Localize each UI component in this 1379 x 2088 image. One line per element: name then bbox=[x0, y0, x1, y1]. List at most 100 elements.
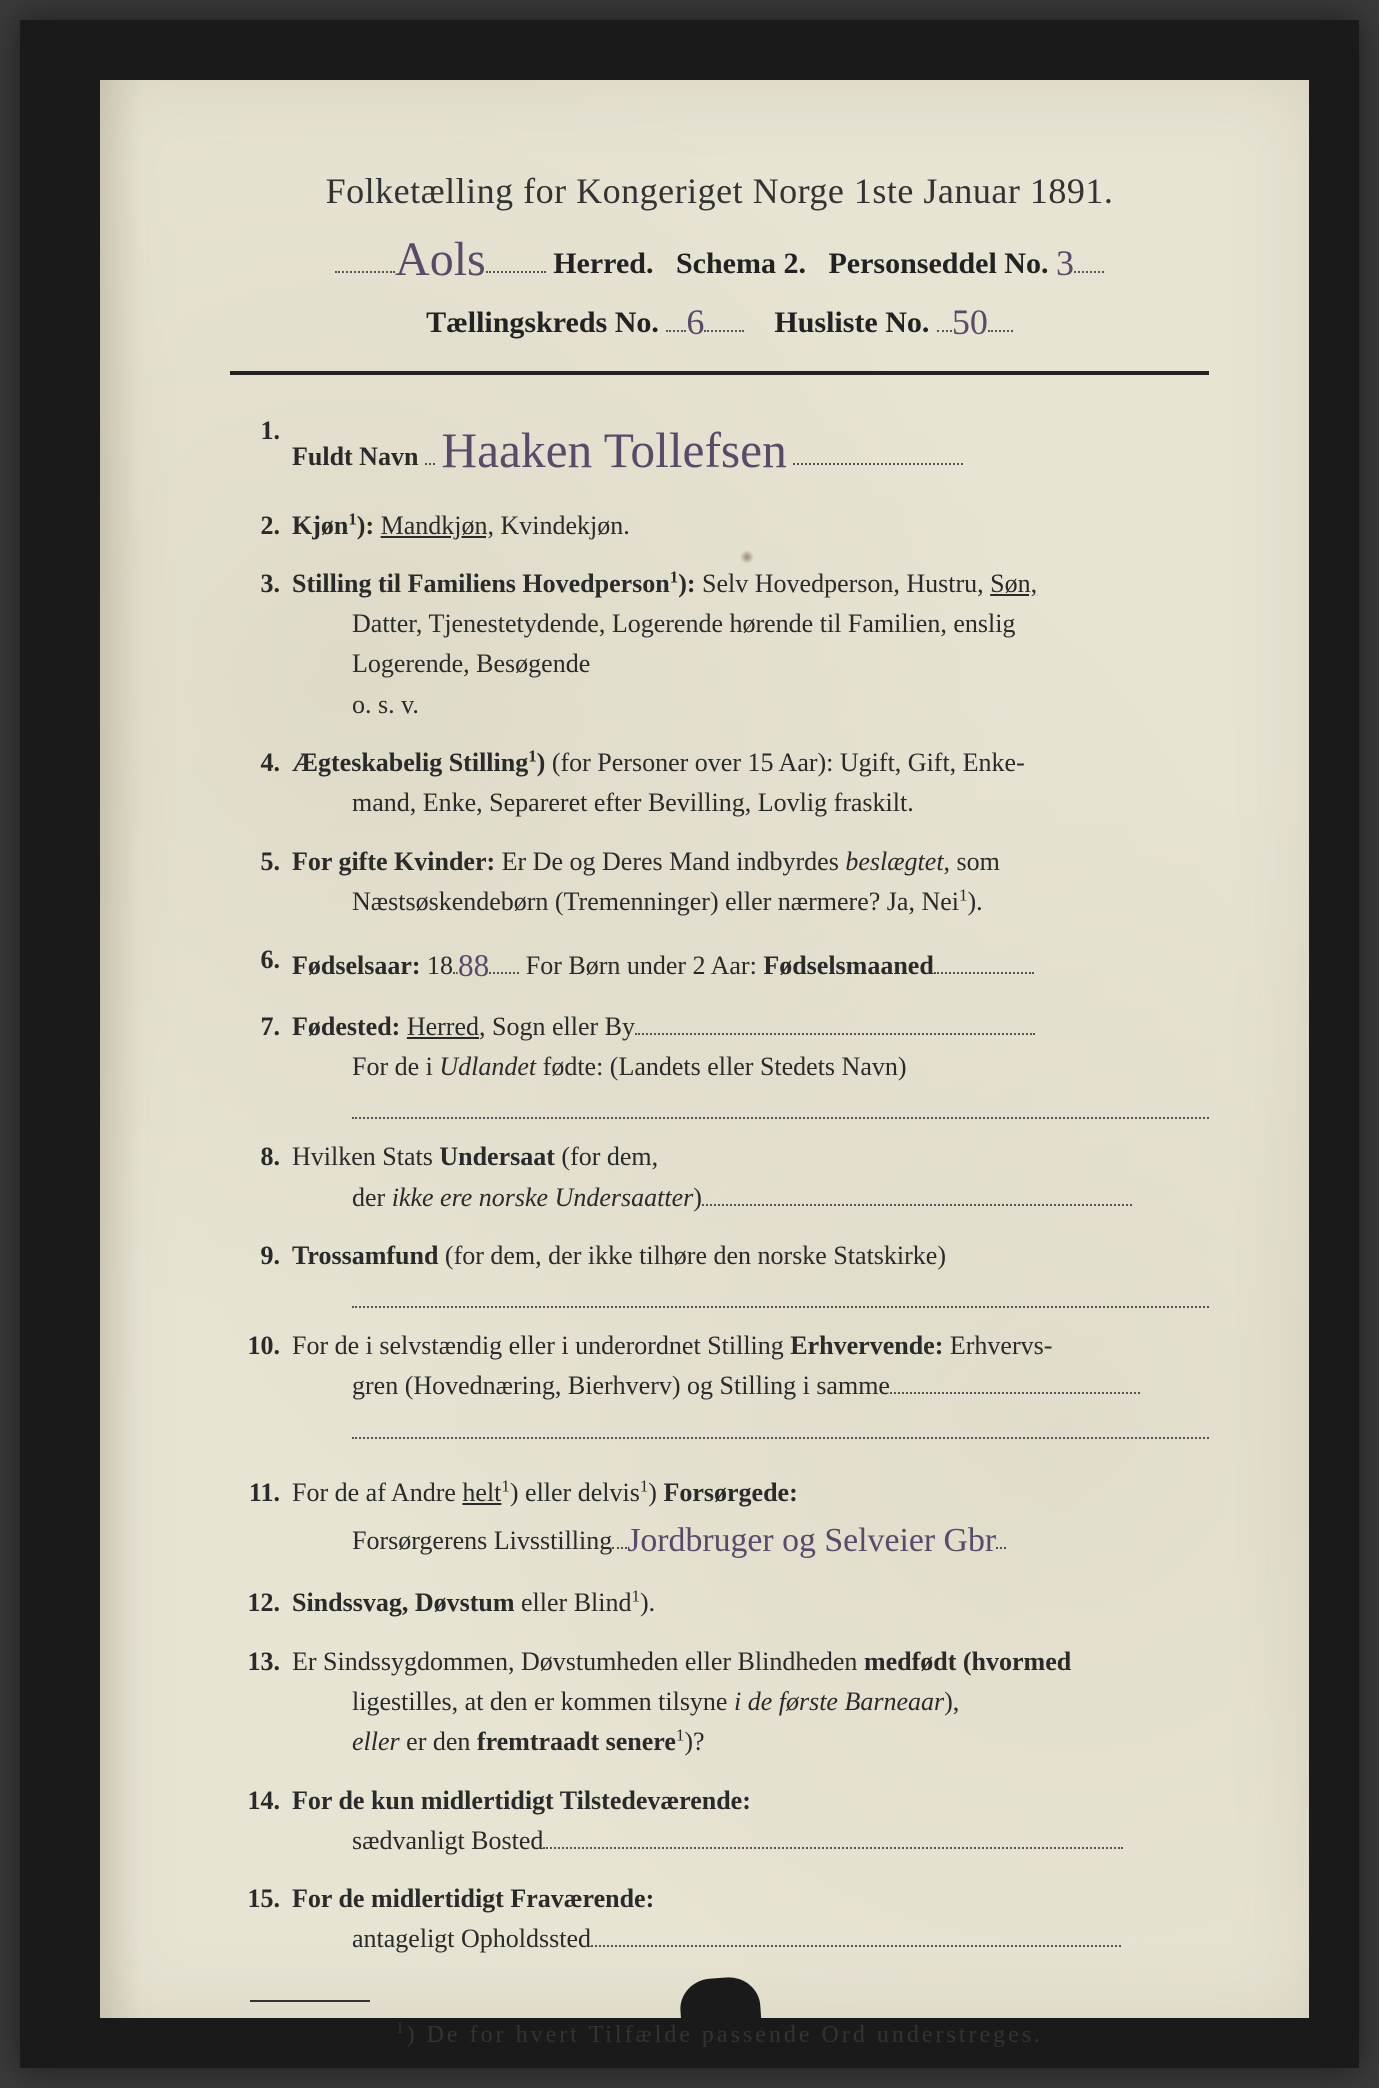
stain-spot bbox=[740, 550, 754, 564]
item-num: 12. bbox=[230, 1583, 280, 1623]
option-underlined: helt bbox=[462, 1478, 501, 1507]
dotfill bbox=[635, 1011, 1035, 1034]
option-underlined: Mandkjøn, bbox=[381, 511, 494, 540]
item-num: 14. bbox=[230, 1781, 280, 1821]
name-handwritten: Haaken Tollefsen bbox=[441, 413, 786, 490]
dotfill bbox=[489, 951, 519, 974]
dotfill bbox=[996, 1526, 1006, 1549]
text-italic: i de første Barneaar bbox=[734, 1687, 944, 1716]
item-label: Fødselsmaaned bbox=[763, 951, 933, 980]
item-13: 13. Er Sindssygdommen, Døvstumheden elle… bbox=[230, 1642, 1209, 1763]
text: ? bbox=[693, 1727, 705, 1756]
text-italic: Udlandet bbox=[439, 1052, 536, 1081]
text: antageligt Opholdssted bbox=[352, 1924, 591, 1953]
sup: 1 bbox=[348, 509, 356, 528]
kreds-label: Tællingskreds No. bbox=[426, 306, 659, 339]
text: fødte: (Landets eller Stedets Navn) bbox=[536, 1052, 906, 1081]
livsstilling-handwritten: Jordbruger og Selveier Gbr bbox=[627, 1515, 996, 1567]
text: er den bbox=[400, 1727, 477, 1756]
text-italic: ikke ere norske Undersaatter bbox=[392, 1183, 694, 1212]
text: ) bbox=[693, 1183, 702, 1212]
dotfill-line bbox=[352, 1282, 1209, 1308]
text: ), bbox=[944, 1687, 959, 1716]
item-4: 4. Ægteskabelig Stilling1) (for Personer… bbox=[230, 743, 1209, 824]
item-num: 10. bbox=[230, 1326, 280, 1366]
schema-label: Schema 2. bbox=[676, 247, 806, 280]
sup: 1 bbox=[676, 1726, 684, 1745]
item-num: 6. bbox=[230, 940, 280, 980]
paper-tear bbox=[679, 1975, 762, 2030]
text: Næstsøskendebørn (Tremenninger) eller næ… bbox=[352, 882, 1209, 922]
item-num: 5. bbox=[230, 842, 280, 882]
item-num: 1. bbox=[230, 411, 280, 451]
dotfill-line bbox=[352, 1413, 1209, 1439]
personseddel-label: Personseddel No. bbox=[828, 247, 1048, 280]
text: For de af Andre bbox=[292, 1478, 462, 1507]
text: For de i bbox=[352, 1052, 439, 1081]
text: mand, Enke, Separeret efter Bevilling, L… bbox=[352, 783, 1209, 823]
item-num: 11. bbox=[230, 1473, 280, 1513]
form-header: Folketælling for Kongeriget Norge 1ste J… bbox=[230, 170, 1209, 341]
item-label: Stilling til Familiens Hovedperson bbox=[292, 569, 670, 598]
text-italic: eller bbox=[352, 1727, 400, 1756]
item-8: 8. Hvilken Stats Undersaat (for dem, der… bbox=[230, 1137, 1209, 1218]
dotfill bbox=[425, 442, 435, 465]
text: sædvanligt Bosted bbox=[352, 1826, 543, 1855]
dotfill bbox=[486, 246, 546, 273]
text: For Børn under 2 Aar: bbox=[519, 951, 763, 980]
personseddel-no: 3 bbox=[1056, 242, 1074, 284]
herred-handwritten: Aols bbox=[395, 232, 486, 287]
item-label: Ægteskabelig Stilling bbox=[292, 748, 528, 777]
dotfill bbox=[793, 442, 963, 465]
text: antageligt Opholdssted bbox=[352, 1919, 1209, 1959]
text: Er Sindssygdommen, Døvstumheden eller Bl… bbox=[292, 1647, 864, 1676]
dotfill bbox=[890, 1371, 1140, 1394]
herred-label: Herred. bbox=[553, 247, 653, 280]
item-3: 3. Stilling til Familiens Hovedperson1):… bbox=[230, 564, 1209, 725]
husliste-label: Husliste No. bbox=[774, 306, 929, 339]
dotfill bbox=[937, 305, 952, 332]
sup: 1 bbox=[670, 567, 678, 586]
scan-frame: Folketælling for Kongeriget Norge 1ste J… bbox=[20, 20, 1359, 2068]
husliste-no: 50 bbox=[952, 301, 988, 343]
text: gren (Hovednæring, Bierhverv) og Stillin… bbox=[352, 1371, 890, 1400]
year-handwritten: 88 bbox=[458, 942, 489, 990]
item-14: 14. For de kun midlertidigt Tilstedevære… bbox=[230, 1781, 1209, 1862]
text: 18 bbox=[421, 951, 454, 980]
item-label: Undersaat bbox=[439, 1142, 555, 1171]
item-num: 9. bbox=[230, 1236, 280, 1276]
item-label: medfødt (hvormed bbox=[864, 1647, 1071, 1676]
text: , Sogn eller By bbox=[479, 1012, 635, 1041]
dotfill bbox=[335, 246, 395, 273]
text: eller er den fremtraadt senere1)? bbox=[352, 1722, 1209, 1762]
item-label: Erhvervende: bbox=[790, 1331, 943, 1360]
sup: 1 bbox=[632, 1587, 640, 1606]
text: Forsørgerens Livsstilling Jordbruger og S… bbox=[352, 1513, 1209, 1565]
form-title: Folketælling for Kongeriget Norge 1ste J… bbox=[230, 170, 1209, 212]
dotfill bbox=[934, 951, 1034, 974]
sup: 1 bbox=[501, 1476, 509, 1495]
text: Ugift, Gift, Enke- bbox=[840, 748, 1025, 777]
item-2: 2. Kjøn1): Mandkjøn, Kvindekjøn. bbox=[230, 506, 1209, 546]
item-num: 15. bbox=[230, 1879, 280, 1919]
item-num: 4. bbox=[230, 743, 280, 783]
item-label: Fødselsaar: bbox=[292, 951, 421, 980]
text: Selv Hovedperson, Hustru, bbox=[702, 569, 990, 598]
footnote-rule bbox=[250, 2000, 370, 2002]
item-6: 6. Fødselsaar: 1888 For Børn under 2 Aar… bbox=[230, 940, 1209, 988]
document-paper: Folketælling for Kongeriget Norge 1ste J… bbox=[100, 80, 1309, 2018]
text: Forsørgerens Livsstilling bbox=[352, 1526, 612, 1555]
text: (for dem, bbox=[555, 1142, 658, 1171]
text-italic: beslægtet bbox=[845, 847, 943, 876]
item-11: 11. For de af Andre helt1) eller delvis1… bbox=[230, 1473, 1209, 1566]
item-9: 9. Trossamfund (for dem, der ikke tilhør… bbox=[230, 1236, 1209, 1308]
dotfill bbox=[543, 1825, 1123, 1848]
item-num: 8. bbox=[230, 1137, 280, 1177]
text: sædvanligt Bosted bbox=[352, 1821, 1209, 1861]
text: (for dem, der ikke tilhøre den norske St… bbox=[438, 1241, 946, 1270]
text: der ikke ere norske Undersaatter) bbox=[352, 1178, 1209, 1218]
header-line-1: Aols Herred. Schema 2. Personseddel No. … bbox=[230, 230, 1209, 285]
text: Datter, Tjenestetydende, Logerende høren… bbox=[352, 604, 1209, 644]
item-15: 15. For de midlertidigt Fraværende: anta… bbox=[230, 1879, 1209, 1960]
text: o. s. v. bbox=[352, 685, 1209, 725]
